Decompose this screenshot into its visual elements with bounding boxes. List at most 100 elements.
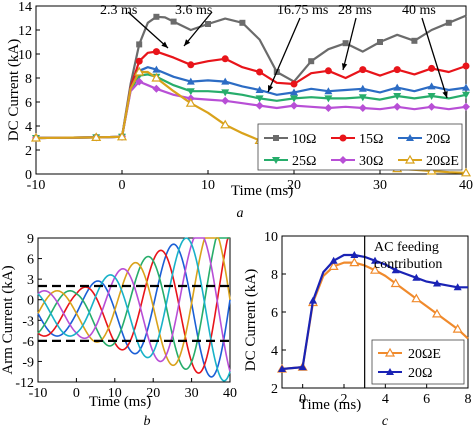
annotation-arrow	[342, 17, 357, 71]
data-point	[427, 82, 436, 90]
data-point	[170, 18, 177, 25]
panel-c-data-point	[431, 308, 443, 318]
legend-swatch-marker	[404, 154, 416, 164]
data-point	[359, 66, 367, 74]
data-point	[221, 89, 230, 97]
data-point	[324, 87, 333, 95]
panel-b-frame	[37, 237, 231, 383]
panel-c-data-point	[309, 296, 317, 304]
panel-c-legend-swatch-marker	[384, 347, 396, 357]
data-point	[255, 101, 264, 110]
panel-b: Arm Current (kA) Time (ms) b -10 0 10 20 30 4…	[0, 232, 237, 428]
data-point	[220, 119, 231, 129]
panel-b-ytick-label: 6	[27, 253, 34, 268]
panel-a-xtick-label: 20	[287, 178, 301, 193]
annotation-40-ms: 40 ms	[402, 3, 436, 18]
annotation-arrow	[183, 11, 213, 47]
data-point	[290, 95, 298, 103]
panel-b-ytick-label: 3	[27, 273, 34, 288]
data-point	[358, 84, 367, 92]
data-point	[427, 93, 436, 100]
ac-feeding-annotation-line2: contribution	[374, 257, 442, 272]
legend-box	[257, 123, 463, 171]
data-point	[358, 94, 367, 102]
data-point	[393, 93, 402, 100]
panel-c-caption: c	[382, 414, 389, 428]
arm-current-line-3	[37, 237, 231, 367]
panel-a-xtick-label: -10	[27, 178, 46, 193]
data-point	[135, 77, 144, 86]
panel-a-xtick-label: 30	[373, 178, 387, 193]
panel-c-data-point	[369, 264, 381, 274]
panel-b-ylabel: Arm Current (kA)	[0, 265, 16, 374]
arm-current-line-5	[37, 237, 231, 382]
data-point	[134, 66, 145, 76]
panel-c-xtick-label: 2	[341, 392, 348, 407]
data-point	[462, 91, 470, 99]
panel-a-xtick-label: 0	[119, 178, 126, 193]
legend-label: 30Ω	[359, 154, 383, 169]
panel-c-ytick-label: 6	[271, 306, 278, 321]
panel-c-ytick-label: 8	[271, 268, 278, 283]
annotation-arrow	[127, 11, 169, 49]
panel-b-ytick-label: -9	[22, 355, 34, 370]
data-point	[324, 95, 333, 103]
panel-a-ytick-label: 4	[25, 120, 32, 135]
panel-c: DC Current (kA) Time (ms) c 0 2 4 6 8 2 4 6 8 10 A…	[243, 230, 472, 428]
panel-c-xtick-label: 6	[423, 392, 430, 407]
data-point	[221, 96, 230, 105]
panel-a-ytick-label: 6	[25, 96, 32, 111]
panel-a-ytick-label: 8	[25, 72, 32, 87]
panel-c-legend: 20ΩE 20Ω	[371, 339, 465, 385]
panel-a-legend: 10Ω 15Ω 20Ω 25Ω 30Ω 20ΩE	[257, 123, 463, 171]
panel-c-data-point	[390, 278, 401, 288]
annotation-arrowhead	[268, 85, 274, 92]
panel-c-data-point	[328, 261, 339, 270]
panel-c-legend-box	[371, 339, 465, 385]
ac-feeding-annotation-line1: AC feeding	[374, 240, 439, 255]
annotation-arrowhead	[161, 41, 168, 48]
data-point	[393, 83, 402, 91]
panel-c-data-point	[452, 323, 463, 333]
data-point	[152, 65, 161, 73]
panel-c-data-point	[412, 273, 421, 281]
panel-c-data-point	[371, 256, 379, 264]
annotation-arrowhead	[184, 39, 191, 46]
panel-c-xtick-label: 8	[465, 392, 472, 407]
panel-a-ytick-label: 12	[18, 24, 32, 39]
panel-b-xtick-label: 30	[185, 386, 199, 401]
panel-b-caption: b	[144, 414, 151, 428]
data-point	[187, 61, 195, 69]
data-point	[91, 132, 102, 141]
panel-c-data-point	[278, 365, 286, 372]
panel-c-data-point	[453, 283, 462, 291]
annotation-3-6-ms: 3.6 ms	[175, 3, 212, 18]
data-point	[377, 39, 383, 45]
panel-c-ytick-label: 10	[264, 230, 278, 245]
data-point	[256, 68, 264, 76]
data-point	[152, 48, 160, 56]
panel-b-ytick-label: -12	[15, 376, 34, 391]
panel-c-ytick-label: 4	[271, 344, 278, 359]
panel-a-ytick-label: 0	[25, 168, 32, 183]
data-point	[255, 95, 264, 103]
data-point	[460, 167, 472, 177]
panel-c-xtick-label: 4	[382, 392, 389, 407]
panel-c-legend-label: 20Ω	[408, 366, 432, 381]
data-point	[221, 77, 230, 85]
panel-b-ytick-label: -6	[22, 335, 34, 350]
data-point	[205, 21, 211, 27]
data-point	[151, 72, 162, 82]
panel-a: DC Current (kA) Time (ms) a 2.3 ms 3.6 m…	[6, 0, 473, 221]
panel-b-xlabel: Time (ms)	[89, 394, 151, 410]
panel-c-legend-swatch-marker	[386, 368, 394, 375]
data-point	[411, 37, 418, 44]
panel-c-xlabel: Time (ms)	[299, 397, 361, 413]
panel-c-data-point	[411, 293, 422, 303]
panel-a-caption: a	[237, 206, 244, 221]
data-point	[426, 165, 437, 175]
panel-a-xtick-label: 40	[459, 178, 473, 193]
legend-swatch-marker	[339, 156, 347, 164]
arm-current-line-4	[37, 237, 231, 372]
legend-label: 20ΩE	[426, 154, 459, 169]
